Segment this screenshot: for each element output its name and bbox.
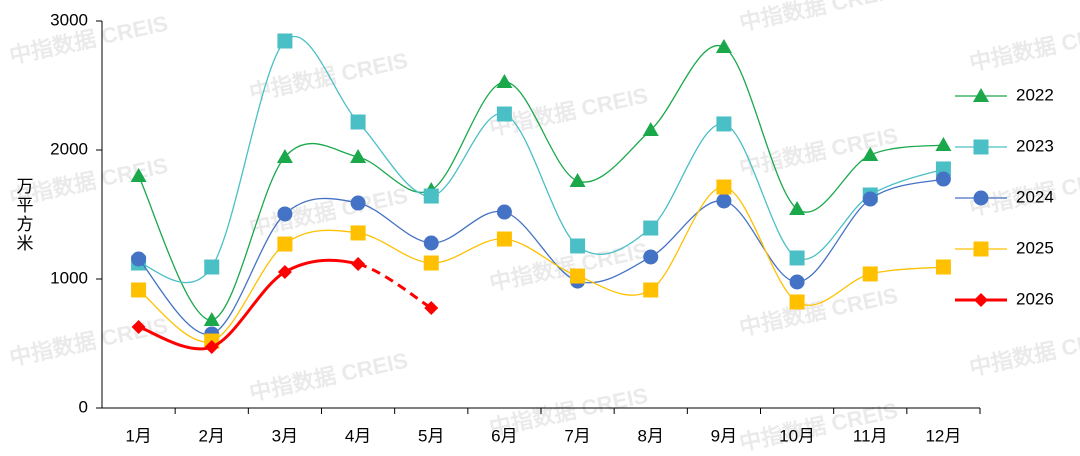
point [351,257,366,272]
point [130,168,147,183]
watermark: 中指数据 CREIS [737,283,900,341]
point [716,179,732,195]
legend-label: 2025 [1016,238,1054,257]
point [570,268,586,284]
point [643,249,659,265]
point [203,312,220,327]
point [789,250,805,266]
point [350,148,367,163]
y-tick-label: 2000 [50,139,88,158]
watermark: 中指数据 CREIS [7,313,170,371]
watermark: 中指数据 CREIS [737,123,900,181]
watermark: 中指数据 CREIS [247,48,410,106]
x-tick-label: 4月 [345,426,371,445]
point [862,147,879,162]
point [789,294,805,310]
point [277,206,293,222]
point [131,251,147,267]
legend-marker [973,241,989,257]
point [350,225,366,241]
legend-label: 2026 [1016,289,1054,308]
x-tick-label: 1月 [125,426,151,445]
series-line [138,258,359,351]
legend-label: 2023 [1016,136,1054,155]
watermark: 中指数据 CREIS [737,0,900,36]
point [715,39,732,54]
x-tick-label: 9月 [711,426,737,445]
point [277,265,292,280]
series-line [357,262,433,310]
point [204,259,220,275]
point [423,188,439,204]
watermark: 中指数据 CREIS [7,11,170,69]
point [570,238,586,254]
point [496,204,512,220]
legend-marker [973,190,989,206]
x-tick-label: 12月 [925,426,961,445]
point [789,274,805,290]
legend-marker [973,88,989,102]
watermark: 中指数据 CREIS [967,18,1080,76]
point [496,231,512,247]
point [716,116,732,132]
point [423,235,439,251]
y-tick-label: 3000 [50,10,88,29]
point [424,301,439,316]
y-tick-label: 1000 [50,268,88,287]
point [496,74,513,89]
point [131,319,146,334]
x-tick-label: 10月 [779,426,815,445]
point [643,220,659,236]
point [935,171,951,187]
point [862,191,878,207]
x-tick-label: 2月 [199,426,225,445]
point [131,282,147,298]
point [423,255,439,271]
legend-marker [974,293,988,307]
point [643,282,659,298]
point [569,172,586,187]
point [350,195,366,211]
x-tick-label: 8月 [638,426,664,445]
point [935,136,952,151]
point [789,200,806,215]
y-tick-label: 0 [79,397,88,416]
x-tick-label: 7月 [564,426,590,445]
legend-marker [973,139,989,155]
legend-label: 2024 [1016,187,1054,206]
x-tick-label: 11月 [853,426,888,445]
legend-label: 2022 [1016,85,1054,104]
point [642,122,659,137]
y-axis-label: 万平方米 [14,177,34,253]
point [496,106,512,122]
watermark: 中指数据 CREIS [247,348,410,406]
point [862,266,878,282]
watermark: 中指数据 CREIS [967,323,1080,381]
point [350,114,366,130]
point [276,148,293,163]
x-tick-label: 3月 [272,426,298,445]
point [716,193,732,209]
point [204,339,219,354]
x-tick-label: 6月 [491,426,517,445]
x-tick-label: 5月 [418,426,444,445]
point [935,259,951,275]
point [277,33,293,49]
point [277,236,293,252]
